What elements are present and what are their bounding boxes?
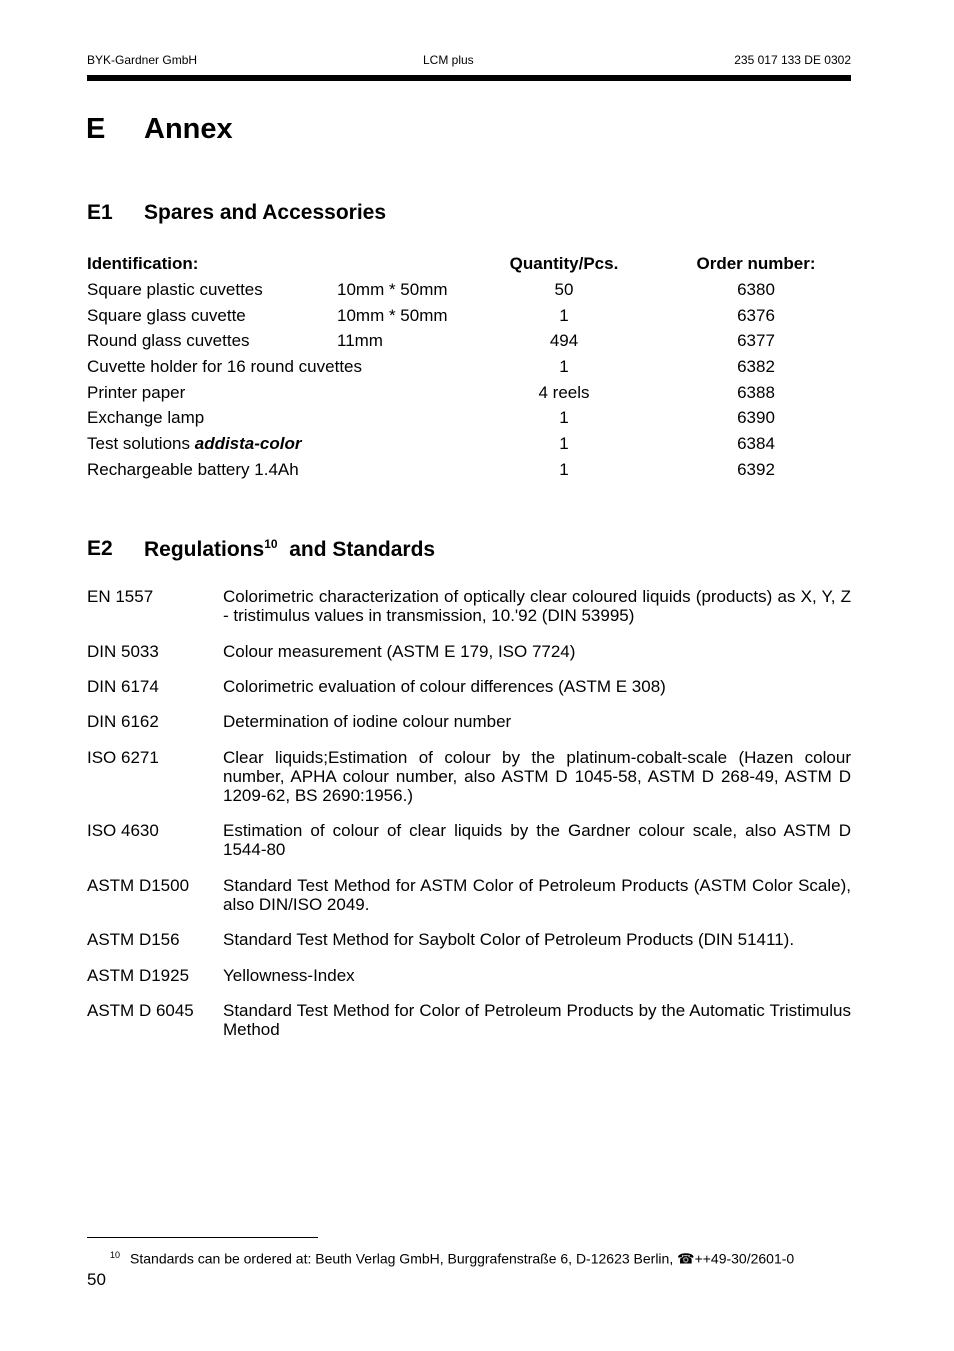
header-company: BYK-Gardner GmbH xyxy=(87,53,198,67)
header-product: LCM plus xyxy=(423,53,474,67)
cell-identification-text: Printer paper xyxy=(87,383,186,402)
chapter-number: E xyxy=(86,113,106,145)
section1-number: E1 xyxy=(87,201,113,224)
table-row: Cuvette holder for 16 round cuvettes 1 6… xyxy=(0,357,954,379)
cell-order-number: 6384 xyxy=(737,434,775,453)
standard-code: ASTM D1500 xyxy=(87,876,190,895)
cell-order-number: 6382 xyxy=(737,357,775,376)
standard-description: Standard Test Method for Saybolt Color o… xyxy=(223,930,795,949)
standard-description: Clear liquids;Estimation of colour by th… xyxy=(223,748,851,805)
page-number: 50 xyxy=(87,1270,106,1289)
standard-code: DIN 6174 xyxy=(87,677,159,696)
standard-description: Colorimetric evaluation of colour differ… xyxy=(223,677,666,696)
cell-order-number: 6388 xyxy=(737,383,775,402)
cell-identification: Cuvette holder for 16 round cuvettes xyxy=(87,357,362,377)
footnote-phone: ++49-30/2601-0 xyxy=(694,1250,795,1267)
cell-order-number: 6390 xyxy=(737,408,775,427)
cell-quantity: 4 reels xyxy=(538,383,590,402)
table-row: Printer paper 4 reels 6388 xyxy=(0,383,954,405)
cell-quantity: 50 xyxy=(554,280,574,299)
chapter-title: Annex xyxy=(144,113,233,145)
standard-description: Determination of iodine colour number xyxy=(223,712,512,731)
table-row: Test solutions addista-color 1 6384 xyxy=(0,434,954,456)
cell-identification: Square glass cuvette xyxy=(87,306,246,326)
cell-order-number: 6392 xyxy=(737,460,775,479)
section1-title: Spares and Accessories xyxy=(144,201,387,224)
standard-code: ASTM D156 xyxy=(87,930,180,949)
standard-code: ASTM D1925 xyxy=(87,966,190,985)
standard-description: Yellowness-Index xyxy=(223,966,355,985)
cell-size: 10mm * 50mm xyxy=(337,280,448,299)
section2-title-text: Regulations xyxy=(144,538,265,561)
section2-number: E2 xyxy=(87,537,113,560)
footnote-number: 10 xyxy=(110,1250,121,1260)
telephone-icon: ☎ xyxy=(677,1250,695,1267)
cell-identification: Exchange lamp xyxy=(87,408,204,428)
cell-order-number: 6376 xyxy=(737,306,775,325)
cell-identification-text: Test solutions xyxy=(87,434,195,453)
cell-identification-text: Rechargeable battery 1.4Ah xyxy=(87,460,299,479)
cell-identification-text: Square plastic cuvettes xyxy=(87,280,263,299)
standard-code: EN 1557 xyxy=(87,587,154,606)
standard-description: Colour measurement (ASTM E 179, ISO 7724… xyxy=(223,642,576,661)
table-row: Square plastic cuvettes 10mm * 50mm 50 6… xyxy=(0,280,954,302)
cell-size: 10mm * 50mm xyxy=(337,306,448,325)
cell-identification: Round glass cuvettes xyxy=(87,331,250,351)
footnote-rule xyxy=(87,1237,318,1238)
table-row: Round glass cuvettes 11mm 494 6377 xyxy=(0,331,954,353)
standard-description: Standard Test Method for Color of Petrol… xyxy=(223,1001,851,1039)
footnote-ref: 10 xyxy=(264,537,278,551)
product-name-emphasis: addista-color xyxy=(194,434,302,453)
standard-description: Colorimetric characterization of optical… xyxy=(223,587,851,625)
table-row: Square glass cuvette 10mm * 50mm 1 6376 xyxy=(0,306,954,328)
standard-description: Estimation of colour of clear liquids by… xyxy=(223,821,851,859)
standard-code: DIN 6162 xyxy=(87,712,159,731)
cell-quantity: 1 xyxy=(559,306,569,325)
cell-identification: Printer paper xyxy=(87,383,185,403)
cell-identification-text: Square glass cuvette xyxy=(87,306,246,325)
cell-identification-text: Cuvette holder for 16 round cuvettes xyxy=(87,357,362,376)
footnote-text: Standards can be ordered at: Beuth Verla… xyxy=(130,1250,678,1267)
standard-code: DIN 5033 xyxy=(87,642,159,661)
standard-description: Standard Test Method for ASTM Color of P… xyxy=(223,876,851,914)
cell-identification: Rechargeable battery 1.4Ah xyxy=(87,460,299,480)
cell-identification-text: Round glass cuvettes xyxy=(87,331,250,350)
cell-size: 11mm xyxy=(337,331,383,350)
standard-code: ISO 4630 xyxy=(87,821,159,840)
header-doc-number: 235 017 133 DE 0302 xyxy=(734,53,851,67)
cell-identification: Test solutions addista-color xyxy=(87,434,301,454)
cell-quantity: 1 xyxy=(559,408,569,427)
section2-title: Regulations10 and Standards xyxy=(144,537,435,562)
cell-identification-text: Exchange lamp xyxy=(87,408,205,427)
footnote: 10 Standards can be ordered at: Beuth Ver… xyxy=(110,1250,794,1268)
section2-title-rest: and Standards xyxy=(289,538,436,561)
standard-code: ISO 6271 xyxy=(87,748,159,767)
cell-quantity: 1 xyxy=(559,460,569,479)
col-quantity: Quantity/Pcs. xyxy=(509,254,619,273)
table-row: Exchange lamp 1 6390 xyxy=(0,408,954,430)
cell-order-number: 6377 xyxy=(737,331,775,350)
cell-quantity: 494 xyxy=(549,331,579,350)
cell-order-number: 6380 xyxy=(737,280,775,299)
cell-quantity: 1 xyxy=(559,357,569,376)
col-order-number: Order number: xyxy=(696,254,816,273)
cell-identification: Square plastic cuvettes xyxy=(87,280,263,300)
standard-code: ASTM D 6045 xyxy=(87,1001,194,1020)
col-identification: Identification: xyxy=(87,254,199,273)
table-header: Identification: Quantity/Pcs. Order numb… xyxy=(0,254,954,276)
header-rule xyxy=(87,75,851,81)
table-row: Rechargeable battery 1.4Ah 1 6392 xyxy=(0,460,954,482)
cell-quantity: 1 xyxy=(559,434,569,453)
